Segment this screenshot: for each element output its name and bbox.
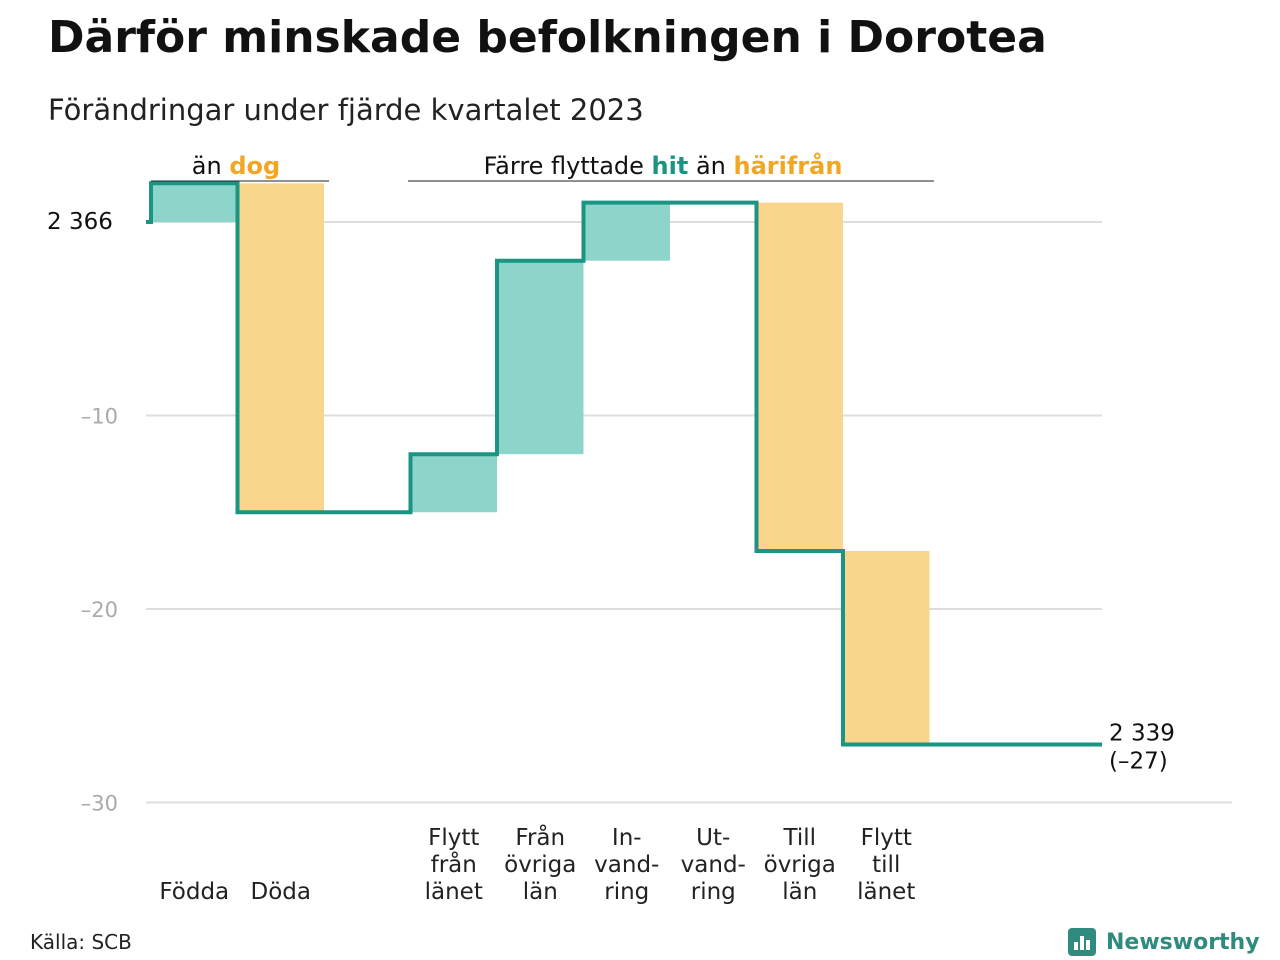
source-note: Källa: SCB: [30, 930, 132, 954]
bar-layer: [151, 183, 930, 745]
x-category-label: länet: [425, 879, 483, 905]
x-category-label: vand-: [681, 852, 746, 878]
end-value-label: (–27): [1109, 748, 1168, 774]
brand-logo: Newsworthy: [1068, 924, 1260, 960]
increase-bar: [410, 454, 497, 513]
step-line-layer: [146, 181, 1102, 747]
y-tick-label: –20: [81, 598, 118, 622]
increase-bar: [583, 202, 670, 261]
x-category-label: övriga: [764, 852, 836, 878]
annotation-migration: Färre flyttade hit än härifrån: [484, 151, 843, 180]
chart-title: Därför minskade befolkningen i Dorotea: [48, 12, 1047, 63]
x-category-label: Till: [782, 825, 816, 851]
decrease-bar: [237, 183, 324, 513]
x-category-label: länet: [857, 879, 915, 905]
x-category-label: Döda: [251, 879, 311, 905]
x-category-label: Flytt: [861, 825, 912, 851]
start-value-label: 2 366: [47, 209, 113, 235]
x-category-label: Födda: [159, 879, 229, 905]
x-category-label: In-: [612, 825, 642, 851]
x-category-label: från: [431, 850, 477, 878]
decrease-bar: [756, 202, 843, 551]
increase-bar: [151, 183, 238, 222]
x-category-label: Flytt: [428, 825, 479, 851]
y-tick-label: –30: [81, 792, 118, 816]
annotation-births-deaths: än dog: [192, 152, 280, 180]
step-line: [146, 181, 1102, 747]
x-category-label: Ut-: [696, 825, 730, 851]
y-tick-label: –10: [81, 405, 118, 429]
newsworthy-logo-icon: [1068, 928, 1096, 956]
x-category-label: övriga: [504, 852, 576, 878]
brand-name: Newsworthy: [1106, 929, 1260, 955]
chart-subtitle: Förändringar under fjärde kvartalet 2023: [48, 93, 644, 127]
x-category-label: Från: [515, 823, 565, 851]
x-category-label: vand-: [594, 852, 659, 878]
decrease-bar: [843, 550, 930, 745]
x-category-label: län: [523, 879, 558, 905]
x-category-label: län: [782, 879, 817, 905]
end-value-label: 2 339: [1109, 720, 1175, 746]
x-category-label: ring: [691, 879, 736, 905]
increase-bar: [497, 260, 584, 455]
x-category-label: ring: [604, 879, 649, 905]
x-category-label: till: [872, 852, 900, 878]
